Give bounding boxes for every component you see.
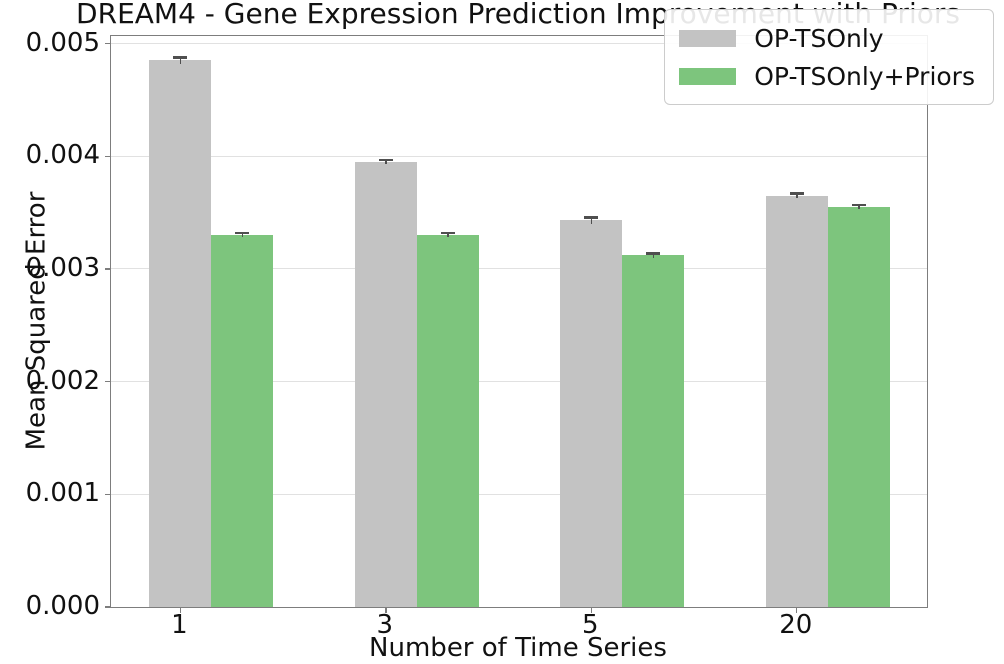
y-tick-mark (105, 493, 111, 495)
legend-swatch (679, 67, 737, 85)
y-tick-mark (105, 606, 111, 608)
x-tick-mark (179, 607, 182, 613)
bar-OP-TSOnly+Priors-3 (416, 235, 479, 607)
x-tick-mark (590, 607, 592, 613)
legend-row: OP-TSOnly+Priors (679, 57, 975, 95)
gridline (111, 155, 927, 157)
error-bar-stem (796, 193, 798, 198)
legend-label: OP-TSOnly+Priors (754, 61, 975, 91)
error-bar-stem (447, 232, 449, 238)
error-bar-stem (385, 159, 387, 165)
error-bar-cap (173, 56, 188, 59)
error-bar-stem (858, 204, 860, 210)
bar-OP-TSOnly-3 (354, 161, 417, 607)
error-bar-cap (584, 216, 599, 219)
error-bar-stem (179, 57, 182, 64)
x-tick-mark (796, 607, 798, 613)
x-tick-label: 3 (376, 610, 394, 640)
legend-label: OP-TSOnly (754, 23, 884, 53)
y-tick-label: 0.005 (25, 27, 100, 58)
y-tick-label: 0.002 (25, 365, 100, 396)
bar-OP-TSOnly+Priors-20 (827, 206, 890, 607)
bar-OP-TSOnly+Priors-1 (211, 235, 274, 607)
y-tick-label: 0.004 (25, 140, 100, 171)
y-tick-mark (105, 155, 111, 157)
error-bar-cap (646, 252, 661, 255)
error-bar-cap (378, 158, 393, 162)
plot-area (105, 35, 928, 613)
legend: OP-TSOnly OP-TSOnly+Priors (664, 9, 994, 105)
error-bar-stem (590, 217, 593, 224)
x-tick-mark (385, 607, 387, 613)
error-bar-stem (241, 232, 244, 238)
y-tick-label: 0.001 (25, 478, 100, 509)
legend-swatch (679, 29, 737, 47)
error-bar-cap (440, 231, 455, 235)
bar-OP-TSOnly-20 (765, 195, 828, 607)
x-tick-label: 20 (779, 610, 813, 640)
y-tick-label: 0.003 (25, 252, 100, 283)
legend-row: OP-TSOnly (679, 19, 975, 57)
y-tick-mark (105, 42, 111, 45)
bar-OP-TSOnly+Priors-5 (622, 255, 685, 607)
error-bar-stem (652, 253, 655, 258)
y-tick-mark (105, 380, 111, 383)
bar-OP-TSOnly-1 (149, 60, 212, 607)
y-tick-label: 0.000 (25, 591, 100, 621)
x-tick-label: 5 (582, 610, 599, 640)
x-axis-label: Number of Time Series (369, 633, 667, 663)
y-tick-mark (105, 268, 111, 270)
x-tick-label: 1 (171, 610, 188, 640)
error-bar-cap (851, 203, 866, 207)
error-bar-cap (235, 231, 250, 235)
y-axis-label: Mean Squared Error (21, 191, 51, 450)
error-bar-cap (789, 192, 804, 195)
bar-OP-TSOnly-5 (560, 220, 623, 607)
